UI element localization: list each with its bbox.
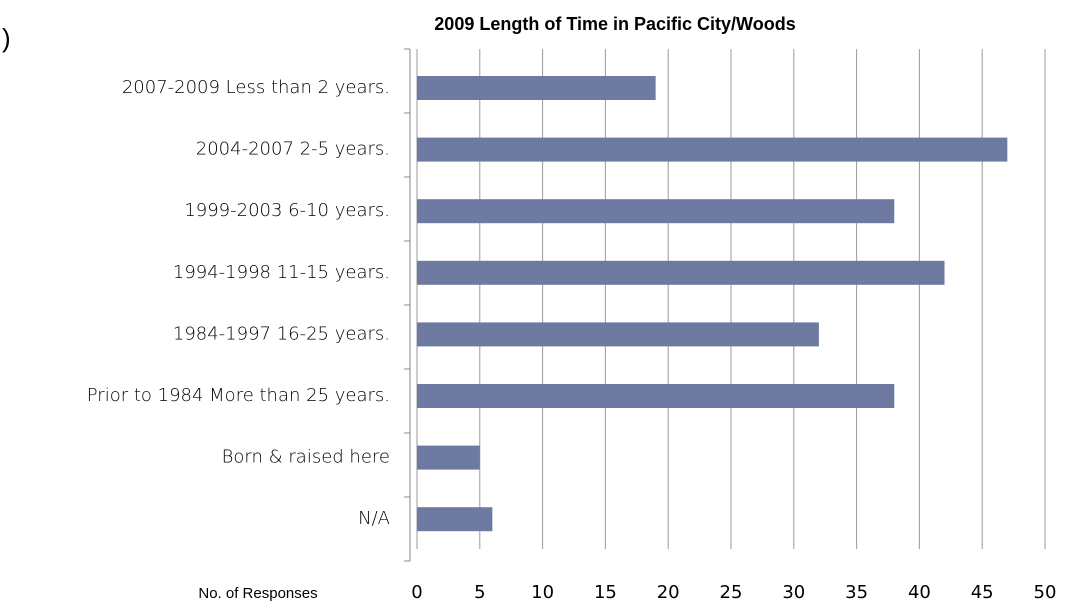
x-tick-label: 0 [411,582,422,603]
x-axis-label: No. of Responses [198,585,317,602]
x-tick-label: 25 [720,582,743,603]
x-tick-label: 35 [845,582,868,603]
y-tick-label: N/A [358,508,390,529]
x-tick-label: 5 [474,582,485,603]
bar [417,260,945,285]
y-tick-label: Born & raised here [222,447,390,468]
x-tick-label: 30 [782,582,805,603]
bar [417,507,493,532]
bar [417,137,1008,162]
bar [417,322,819,347]
y-tick-label: Prior to 1984 More than 25 years. [87,385,390,406]
x-tick-label: 40 [908,582,931,603]
x-tick-label: 20 [657,582,680,603]
x-tick-label: 50 [1034,582,1057,603]
x-tick-label: 45 [971,582,994,603]
annotation: ) [2,23,11,53]
y-tick-label: 1994-1998 11-15 years. [173,262,390,283]
y-tick-label: 2007-2009 Less than 2 years. [122,77,390,98]
bar [417,76,656,100]
y-tick-label: 2004-2007 2-5 years. [196,139,390,160]
bar [417,199,895,224]
y-tick-label: 1984-1997 16-25 years. [173,323,390,344]
x-tick-label: 15 [594,582,617,603]
chart-title: 2009 Length of Time in Pacific City/Wood… [434,14,795,34]
y-tick-label: 1999-2003 6-10 years. [184,200,390,221]
bar [417,384,895,408]
bar [417,445,480,470]
x-tick-label: 10 [531,582,554,603]
